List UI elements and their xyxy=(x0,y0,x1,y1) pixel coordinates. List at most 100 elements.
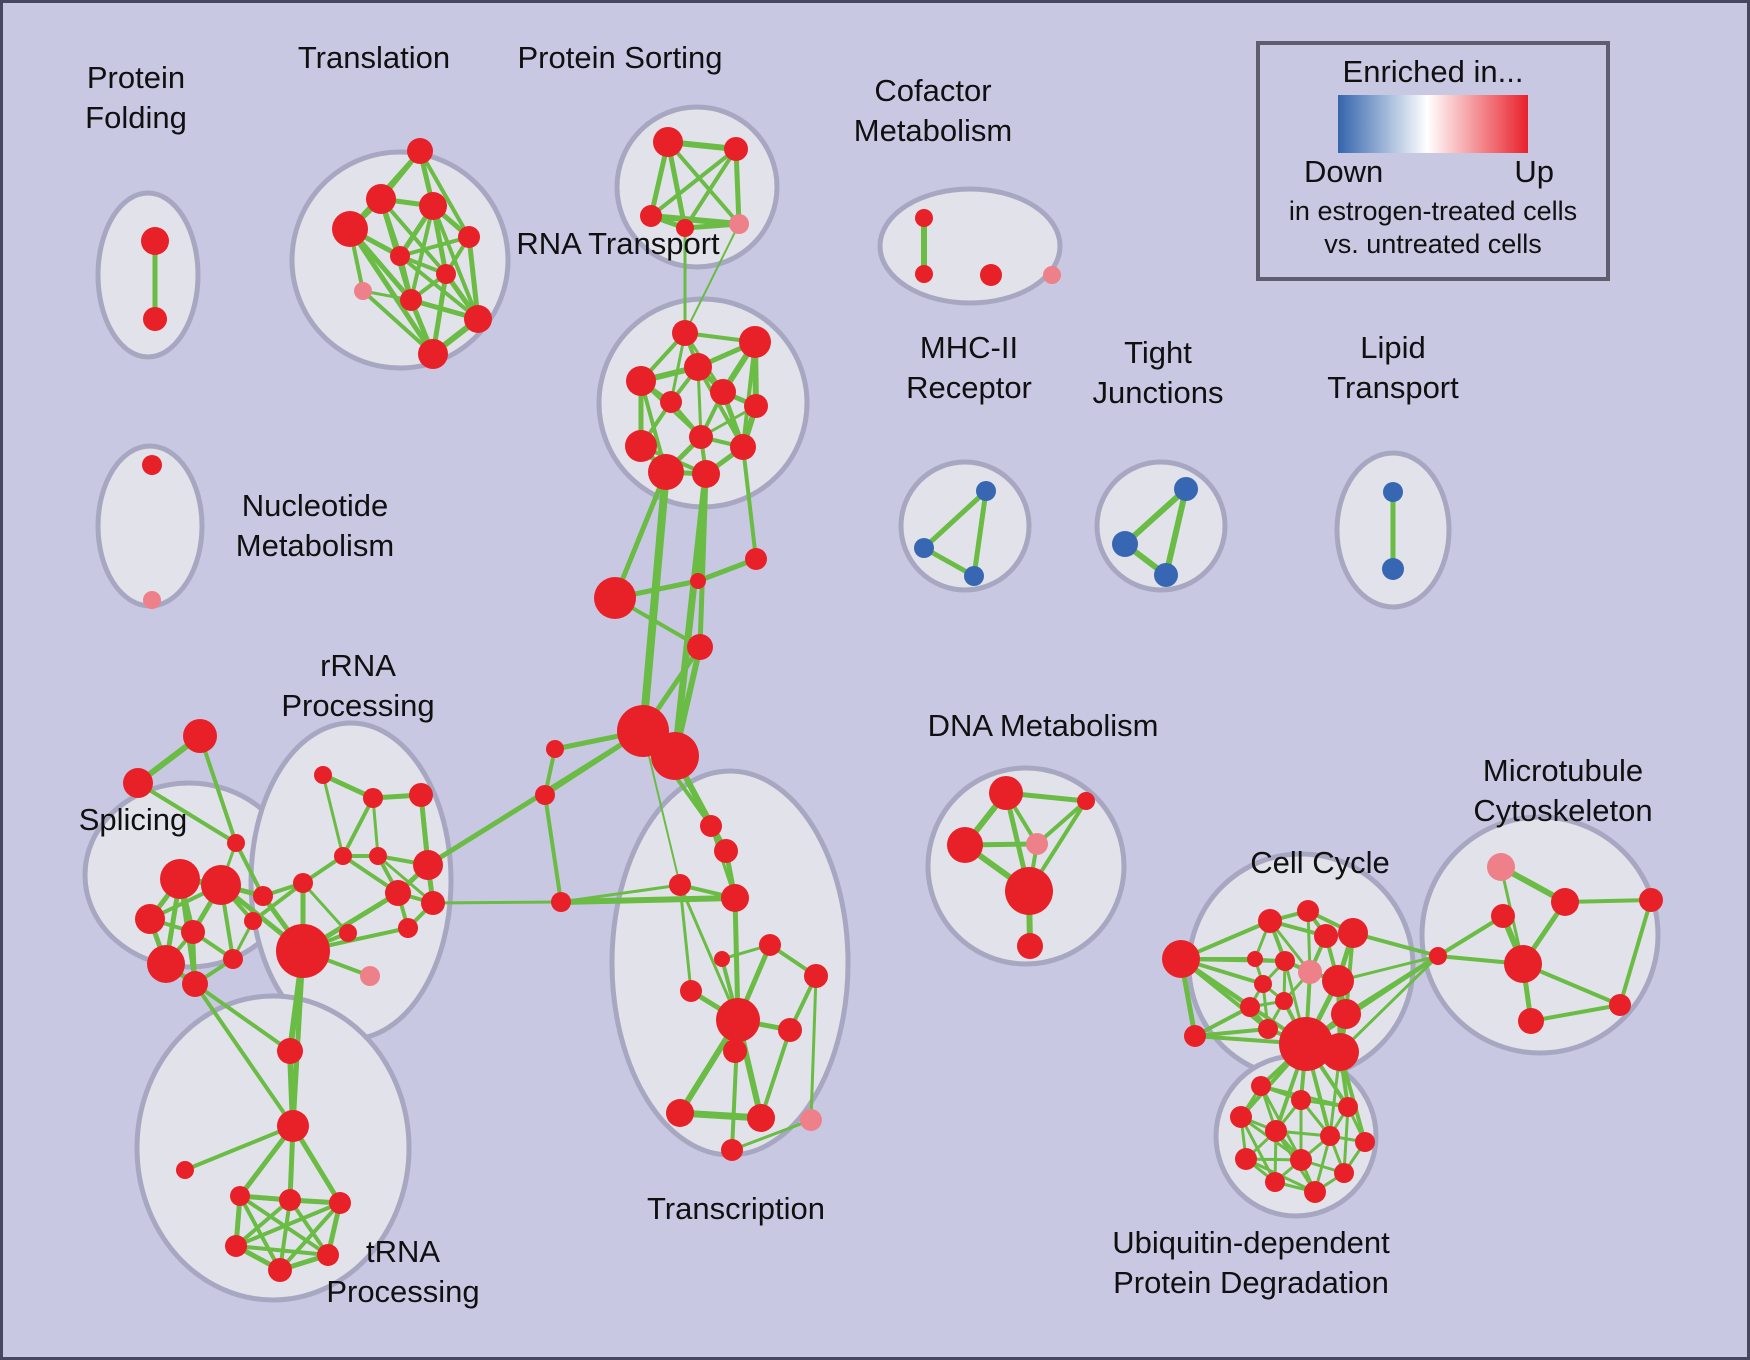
node-splicing[interactable] xyxy=(244,912,262,930)
node-transcription[interactable] xyxy=(666,1099,694,1127)
node-hub[interactable] xyxy=(651,732,699,780)
node-rrna[interactable] xyxy=(339,924,357,942)
node-cellcycle[interactable] xyxy=(1298,960,1322,984)
node-rrna[interactable] xyxy=(363,788,383,808)
node-transcription[interactable] xyxy=(714,839,738,863)
node-hub[interactable] xyxy=(687,634,713,660)
node-dna[interactable] xyxy=(947,827,983,863)
node-rrna[interactable] xyxy=(398,918,418,938)
node-hub[interactable] xyxy=(535,785,555,805)
node-dna[interactable] xyxy=(1026,833,1048,855)
node-trna[interactable] xyxy=(277,1110,309,1142)
node-cellcycle[interactable] xyxy=(1254,975,1272,993)
node-lipid[interactable] xyxy=(1382,558,1404,580)
node-protein_sorting[interactable] xyxy=(640,205,662,227)
node-cellcycle[interactable] xyxy=(1258,909,1282,933)
node-rna_transport[interactable] xyxy=(626,366,656,396)
node-ubiquitin[interactable] xyxy=(1355,1132,1375,1152)
node-mhc[interactable] xyxy=(976,481,996,501)
node-rrna[interactable] xyxy=(360,966,380,986)
node-transcription[interactable] xyxy=(680,980,702,1002)
node-nucleotide[interactable] xyxy=(143,591,161,609)
node-hub[interactable] xyxy=(745,548,767,570)
node-rrna[interactable] xyxy=(253,886,273,906)
node-splicing[interactable] xyxy=(183,719,217,753)
node-cellcycle[interactable] xyxy=(1240,997,1260,1017)
node-translation[interactable] xyxy=(366,184,396,214)
node-ubiquitin[interactable] xyxy=(1320,1126,1340,1146)
node-splicing[interactable] xyxy=(182,971,208,997)
node-hub[interactable] xyxy=(551,892,571,912)
node-ubiquitin[interactable] xyxy=(1334,1163,1354,1183)
node-rna_transport[interactable] xyxy=(710,379,736,405)
node-translation[interactable] xyxy=(332,211,368,247)
node-ubiquitin[interactable] xyxy=(1290,1149,1312,1171)
node-translation[interactable] xyxy=(419,192,447,220)
node-tight[interactable] xyxy=(1112,531,1138,557)
node-tight[interactable] xyxy=(1174,477,1198,501)
node-rrna[interactable] xyxy=(314,766,332,784)
node-cellcycle[interactable] xyxy=(1322,965,1354,997)
node-microtubule[interactable] xyxy=(1429,947,1447,965)
node-microtubule[interactable] xyxy=(1487,853,1515,881)
node-cofactor[interactable] xyxy=(915,209,933,227)
node-cellcycle[interactable] xyxy=(1279,1017,1333,1071)
node-microtubule[interactable] xyxy=(1491,904,1515,928)
node-protein_sorting[interactable] xyxy=(653,127,683,157)
node-trna[interactable] xyxy=(268,1258,292,1282)
node-ubiquitin[interactable] xyxy=(1291,1090,1311,1110)
node-trna[interactable] xyxy=(317,1244,339,1266)
node-protein_sorting[interactable] xyxy=(724,137,748,161)
node-ubiquitin[interactable] xyxy=(1338,1097,1358,1117)
node-cellcycle[interactable] xyxy=(1258,1019,1278,1039)
node-rna_transport[interactable] xyxy=(730,434,756,460)
node-translation[interactable] xyxy=(436,264,456,284)
node-protein_sorting[interactable] xyxy=(729,214,749,234)
node-splicing[interactable] xyxy=(147,945,185,983)
node-splicing[interactable] xyxy=(223,949,243,969)
node-transcription[interactable] xyxy=(716,998,760,1042)
node-hub[interactable] xyxy=(690,573,706,589)
node-splicing[interactable] xyxy=(181,920,205,944)
node-rna_transport[interactable] xyxy=(739,326,771,358)
node-rna_transport[interactable] xyxy=(689,425,713,449)
node-rrna[interactable] xyxy=(334,847,352,865)
node-dna[interactable] xyxy=(1005,867,1053,915)
node-ubiquitin[interactable] xyxy=(1230,1106,1252,1128)
node-trna[interactable] xyxy=(279,1189,301,1211)
node-hub[interactable] xyxy=(594,577,636,619)
node-ubiquitin[interactable] xyxy=(1251,1076,1271,1096)
node-transcription[interactable] xyxy=(721,884,749,912)
node-transcription[interactable] xyxy=(723,1039,747,1063)
node-tight[interactable] xyxy=(1154,563,1178,587)
node-protein_folding[interactable] xyxy=(143,307,167,331)
node-cellcycle[interactable] xyxy=(1162,940,1200,978)
node-rna_transport[interactable] xyxy=(672,320,698,346)
node-transcription[interactable] xyxy=(778,1018,802,1042)
node-translation[interactable] xyxy=(390,246,410,266)
node-dna[interactable] xyxy=(1017,933,1043,959)
node-splicing[interactable] xyxy=(201,865,241,905)
node-transcription[interactable] xyxy=(669,874,691,896)
node-cellcycle[interactable] xyxy=(1321,1033,1359,1071)
node-protein_folding[interactable] xyxy=(141,227,169,255)
node-ubiquitin[interactable] xyxy=(1265,1120,1287,1142)
node-mhc[interactable] xyxy=(914,538,934,558)
node-trna[interactable] xyxy=(329,1192,351,1214)
node-microtubule[interactable] xyxy=(1609,994,1631,1016)
node-transcription[interactable] xyxy=(747,1104,775,1132)
node-lipid[interactable] xyxy=(1383,482,1403,502)
node-trna[interactable] xyxy=(277,1038,303,1064)
node-cellcycle[interactable] xyxy=(1247,951,1263,967)
node-cellcycle[interactable] xyxy=(1331,999,1361,1029)
node-translation[interactable] xyxy=(354,282,372,300)
node-rrna[interactable] xyxy=(293,873,313,893)
node-transcription[interactable] xyxy=(721,1139,743,1161)
node-microtubule[interactable] xyxy=(1518,1008,1544,1034)
node-mhc[interactable] xyxy=(964,566,984,586)
node-dna[interactable] xyxy=(1077,792,1095,810)
node-splicing[interactable] xyxy=(135,904,165,934)
node-cofactor[interactable] xyxy=(915,265,933,283)
node-nucleotide[interactable] xyxy=(142,455,162,475)
node-cellcycle[interactable] xyxy=(1338,918,1368,948)
